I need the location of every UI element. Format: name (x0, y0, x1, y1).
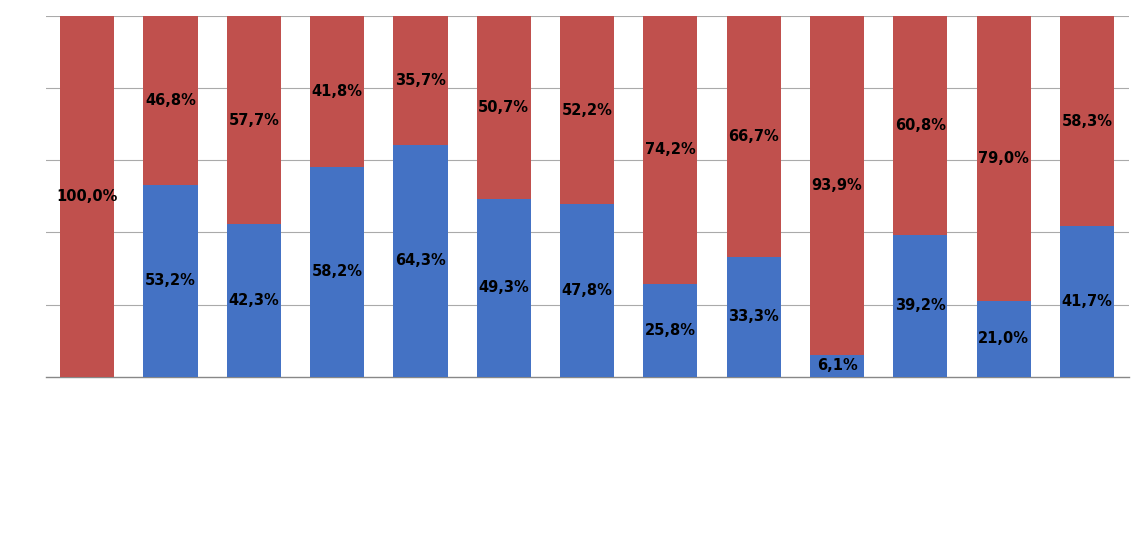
Bar (477, 16, 531, 199)
Text: 35,7%: 35,7% (396, 73, 446, 88)
Text: 41,8%: 41,8% (311, 84, 363, 99)
Bar (227, 224, 280, 377)
Bar (144, 185, 197, 377)
Bar (560, 204, 614, 377)
Text: 58,3%: 58,3% (1061, 114, 1113, 129)
Bar (726, 257, 781, 377)
Text: 100,0%: 100,0% (57, 189, 117, 204)
Bar (977, 301, 1031, 377)
Bar (643, 16, 698, 284)
Text: 25,8%: 25,8% (645, 323, 695, 338)
Text: 57,7%: 57,7% (228, 112, 279, 128)
Text: 93,9%: 93,9% (812, 178, 862, 193)
Text: 66,7%: 66,7% (728, 129, 779, 144)
Text: 21,0%: 21,0% (978, 331, 1029, 346)
Bar (894, 16, 947, 235)
Text: 47,8%: 47,8% (562, 283, 612, 298)
Text: 41,7%: 41,7% (1061, 294, 1113, 309)
Bar (643, 284, 698, 377)
Text: 53,2%: 53,2% (145, 273, 196, 288)
Bar (977, 16, 1031, 301)
Text: 42,3%: 42,3% (228, 293, 279, 308)
Text: 64,3%: 64,3% (396, 253, 446, 268)
Bar (310, 16, 365, 167)
Text: 74,2%: 74,2% (645, 143, 695, 158)
Text: 52,2%: 52,2% (562, 103, 612, 118)
Bar (227, 16, 280, 224)
Text: 46,8%: 46,8% (145, 93, 196, 108)
Bar (726, 16, 781, 257)
Bar (809, 16, 864, 355)
Bar (1060, 16, 1114, 226)
Bar (477, 199, 531, 377)
Bar (809, 355, 864, 377)
Bar (60, 16, 114, 377)
Text: 39,2%: 39,2% (895, 299, 946, 314)
Bar (310, 167, 365, 377)
Bar (393, 145, 448, 377)
Text: 50,7%: 50,7% (479, 100, 529, 115)
Bar (894, 235, 947, 377)
Text: 33,3%: 33,3% (728, 309, 779, 324)
Bar (393, 16, 448, 145)
Bar (144, 16, 197, 185)
Text: 79,0%: 79,0% (978, 151, 1029, 166)
Text: 60,8%: 60,8% (895, 118, 946, 133)
Bar (1060, 226, 1114, 377)
Text: 58,2%: 58,2% (311, 264, 363, 279)
Bar (560, 16, 614, 204)
Text: 49,3%: 49,3% (479, 280, 529, 295)
Text: 6,1%: 6,1% (816, 358, 857, 373)
